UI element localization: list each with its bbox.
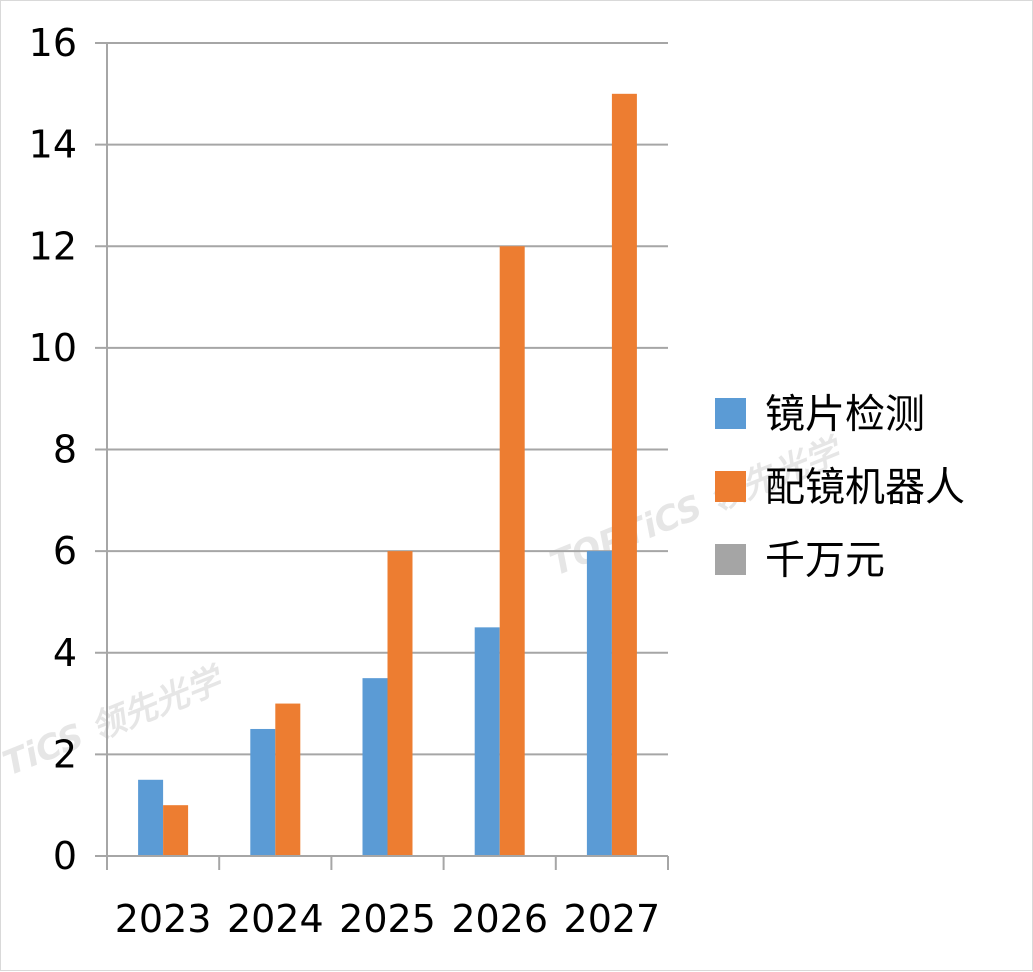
y-tick-label: 0 [53, 834, 77, 878]
x-tick-label: 2023 [115, 897, 212, 941]
y-tick-label: 2 [53, 732, 77, 776]
x-tick-label: 2027 [564, 897, 661, 941]
y-axis-ticks: 0 2 4 6 8 10 12 14 16 [29, 21, 77, 878]
legend-swatch [715, 471, 746, 502]
x-tick-label: 2024 [227, 897, 324, 941]
legend-label: 镜片检测 [765, 392, 925, 438]
bar [250, 728, 276, 856]
bars [138, 93, 637, 856]
y-tick-label: 10 [29, 326, 77, 370]
bar [138, 779, 164, 856]
bar [474, 627, 500, 856]
bar [499, 246, 525, 856]
x-tick-label: 2026 [451, 897, 548, 941]
axes [95, 42, 669, 870]
bar [275, 703, 301, 856]
bar [387, 551, 413, 856]
x-tick-label: 2025 [339, 897, 436, 941]
y-tick-label: 8 [53, 428, 77, 472]
watermark: TiCS 领先光学 [1, 659, 230, 784]
legend-label: 千万元 [765, 538, 885, 584]
legend-swatch [715, 544, 746, 575]
bar [163, 805, 189, 856]
y-tick-label: 4 [53, 631, 77, 675]
y-tick-label: 16 [29, 21, 77, 65]
y-tick-label: 14 [29, 123, 77, 167]
y-tick-label: 12 [29, 224, 77, 268]
bar [611, 93, 637, 856]
x-axis-ticks: 2023 2024 2025 2026 2027 [115, 897, 661, 941]
y-tick-label: 6 [53, 529, 77, 573]
bar [362, 678, 388, 856]
bar [586, 551, 612, 856]
legend-label: 配镜机器人 [765, 465, 965, 511]
legend-swatch [715, 398, 746, 429]
